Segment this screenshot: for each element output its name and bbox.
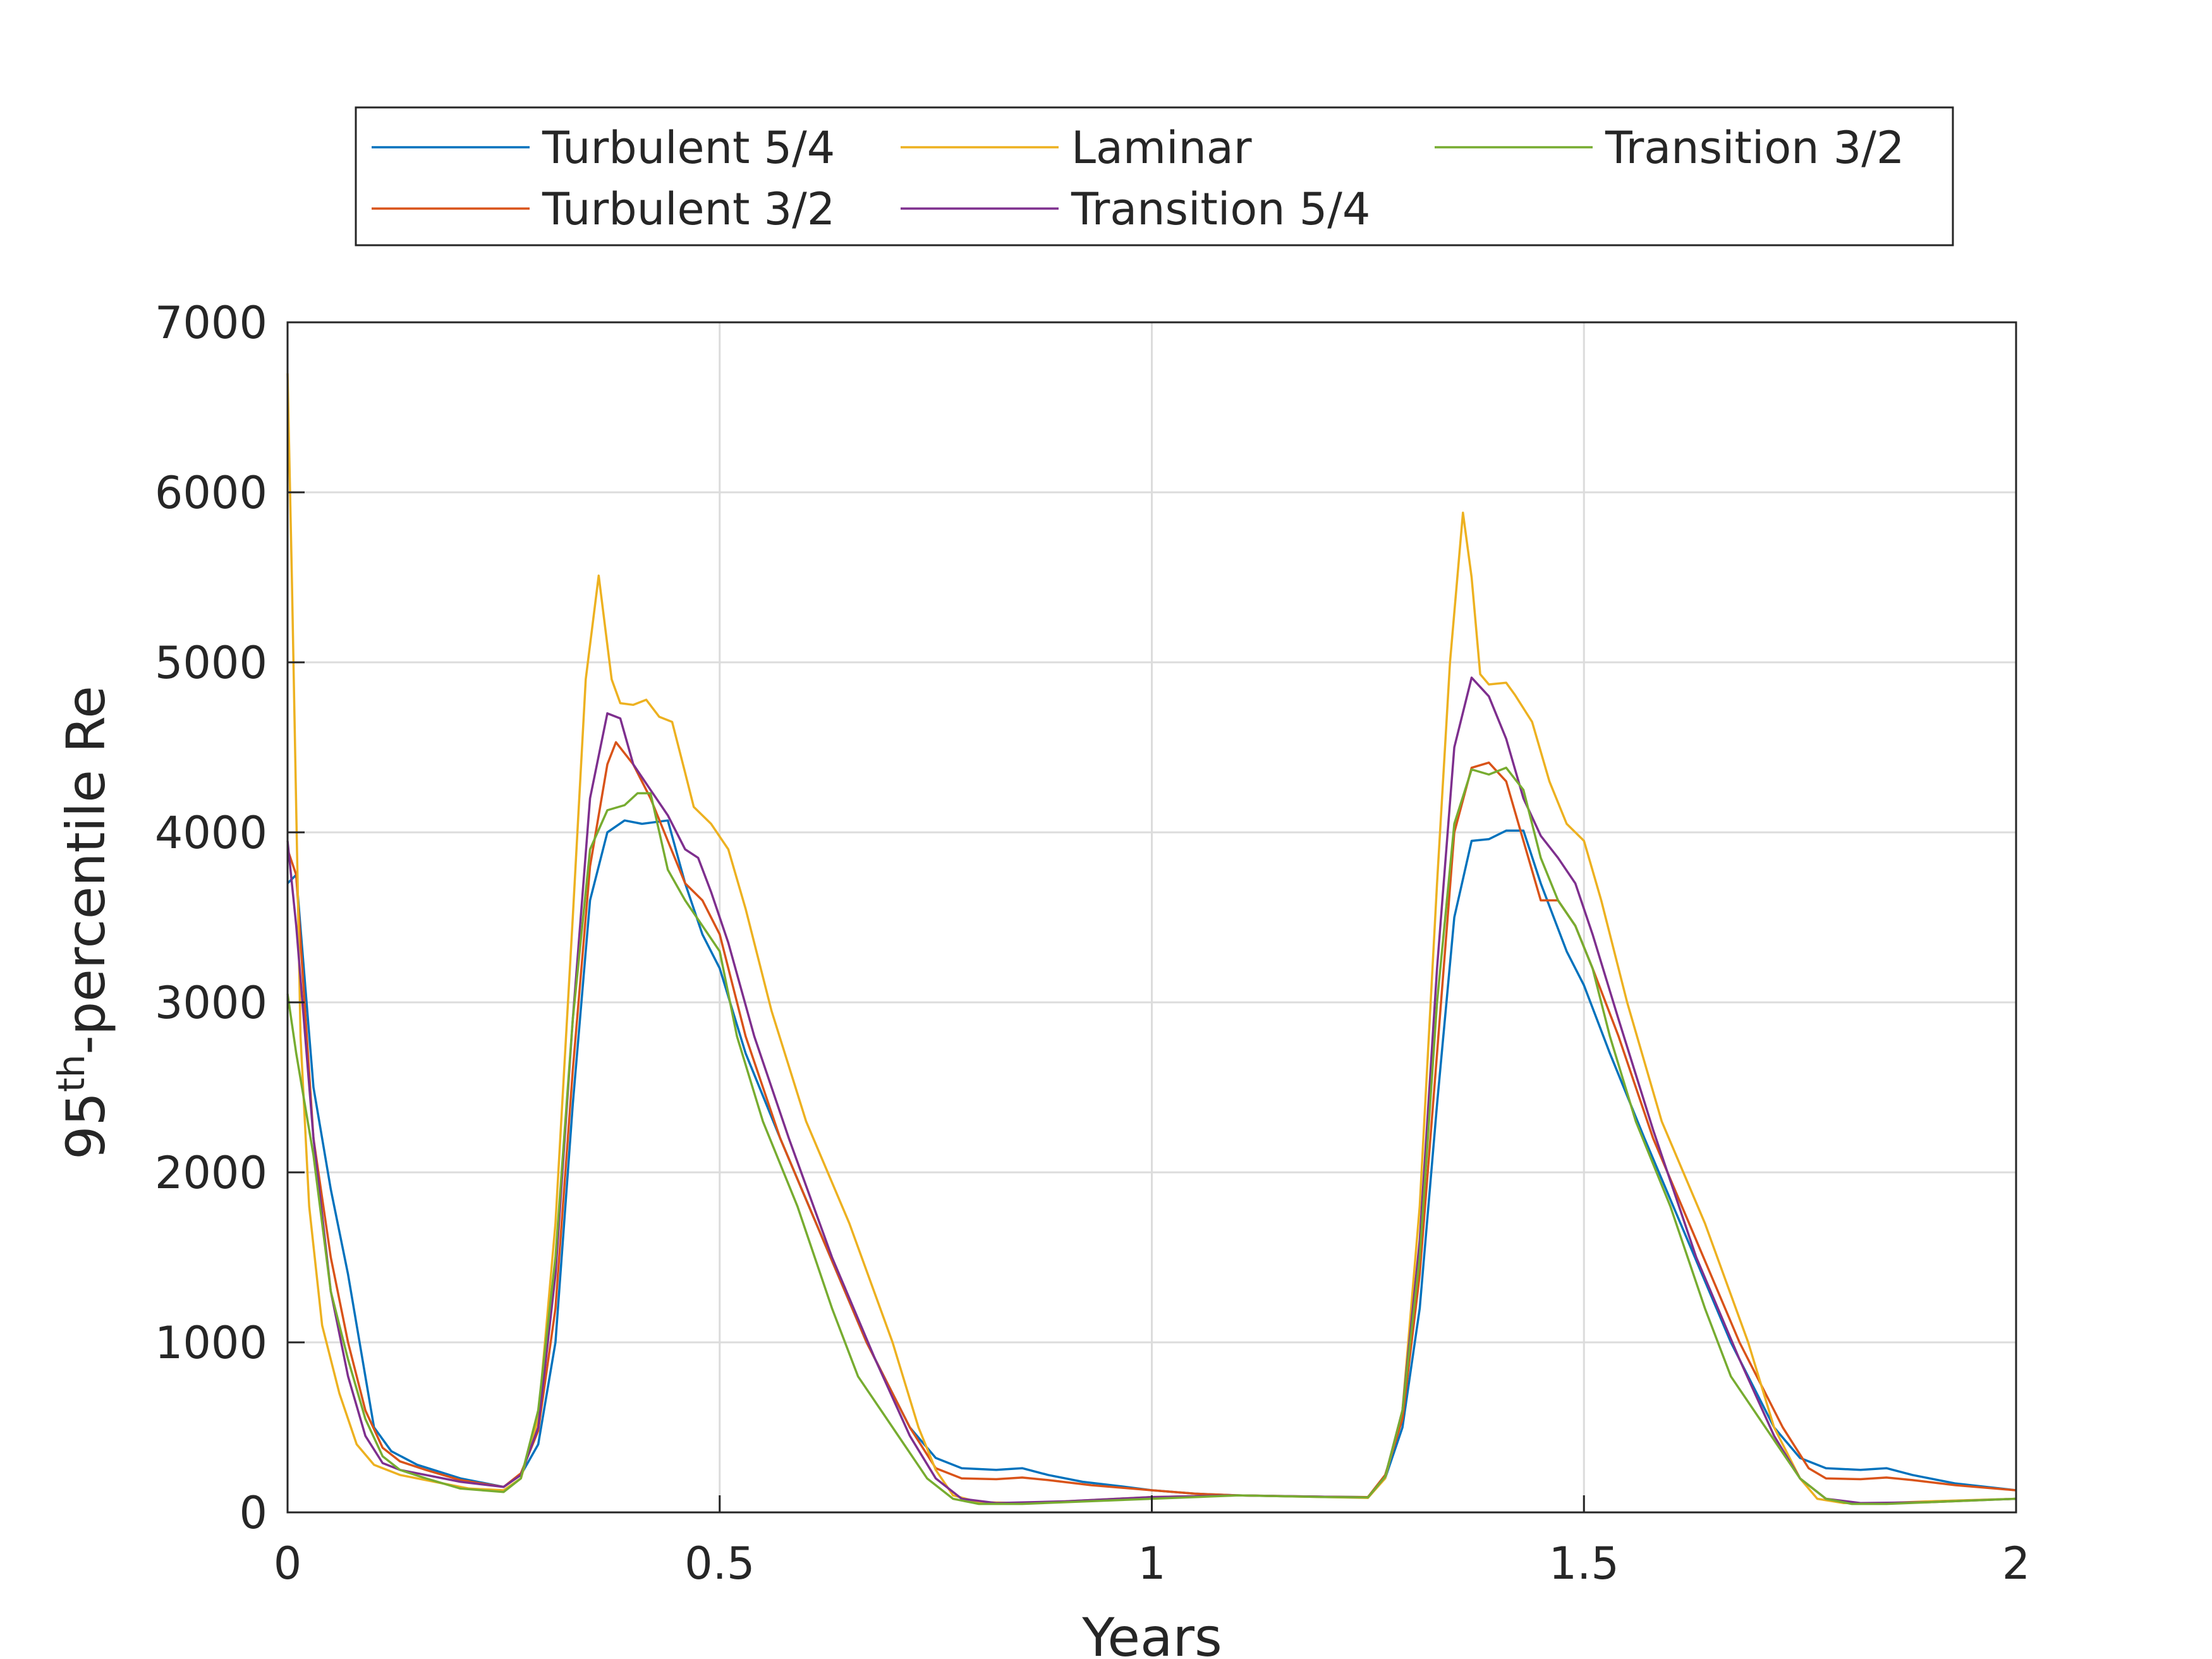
x-tick-label: 0.5 — [684, 1538, 755, 1589]
y-tick-label: 2000 — [155, 1147, 267, 1199]
y-tick-label: 7000 — [155, 297, 267, 349]
y-tick-label: 0 — [239, 1487, 267, 1539]
grid-lines — [288, 322, 2016, 1512]
y-tick-label: 6000 — [155, 467, 267, 519]
y-axis-label: 95th-percentile Re — [50, 686, 117, 1160]
x-axis-ticks: 0 0.5 1 1.5 2 — [274, 1495, 2031, 1589]
x-tick-label: 1 — [1138, 1538, 1166, 1589]
y-tick-label: 5000 — [155, 637, 267, 689]
legend-label-laminar: Laminar — [1071, 122, 1252, 174]
y-tick-label: 4000 — [155, 807, 267, 859]
y-tick-label: 3000 — [155, 977, 267, 1029]
legend-label-turbulent-3-2: Turbulent 3/2 — [542, 183, 835, 235]
legend-box — [355, 106, 1954, 246]
x-tick-label: 0 — [274, 1538, 302, 1589]
legend-label-transition-3-2: Transition 3/2 — [1605, 122, 1904, 174]
legend: Turbulent 5/4 Turbulent 3/2 Laminar Transit… — [355, 106, 1954, 246]
x-tick-label: 1.5 — [1549, 1538, 1619, 1589]
x-axis-label: Years — [1081, 1607, 1222, 1659]
series-line-transition-3-2 — [286, 767, 2017, 1505]
x-tick-label: 2 — [2002, 1538, 2031, 1589]
series-line-transition-5-4 — [286, 676, 2017, 1504]
legend-label-transition-5-4: Transition 5/4 — [1071, 183, 1370, 235]
y-axis-label-superscript: th — [50, 1054, 93, 1092]
legend-label-turbulent-5-4: Turbulent 5/4 — [542, 122, 835, 174]
series-lines — [286, 373, 2017, 1505]
y-tick-label: 1000 — [155, 1317, 267, 1369]
y-axis-label-base: 95 — [55, 1092, 117, 1160]
y-axis-label-rest: -percentile Re — [55, 686, 117, 1054]
y-axis-ticks: 0 1000 2000 3000 4000 5000 6000 7000 — [155, 297, 305, 1539]
